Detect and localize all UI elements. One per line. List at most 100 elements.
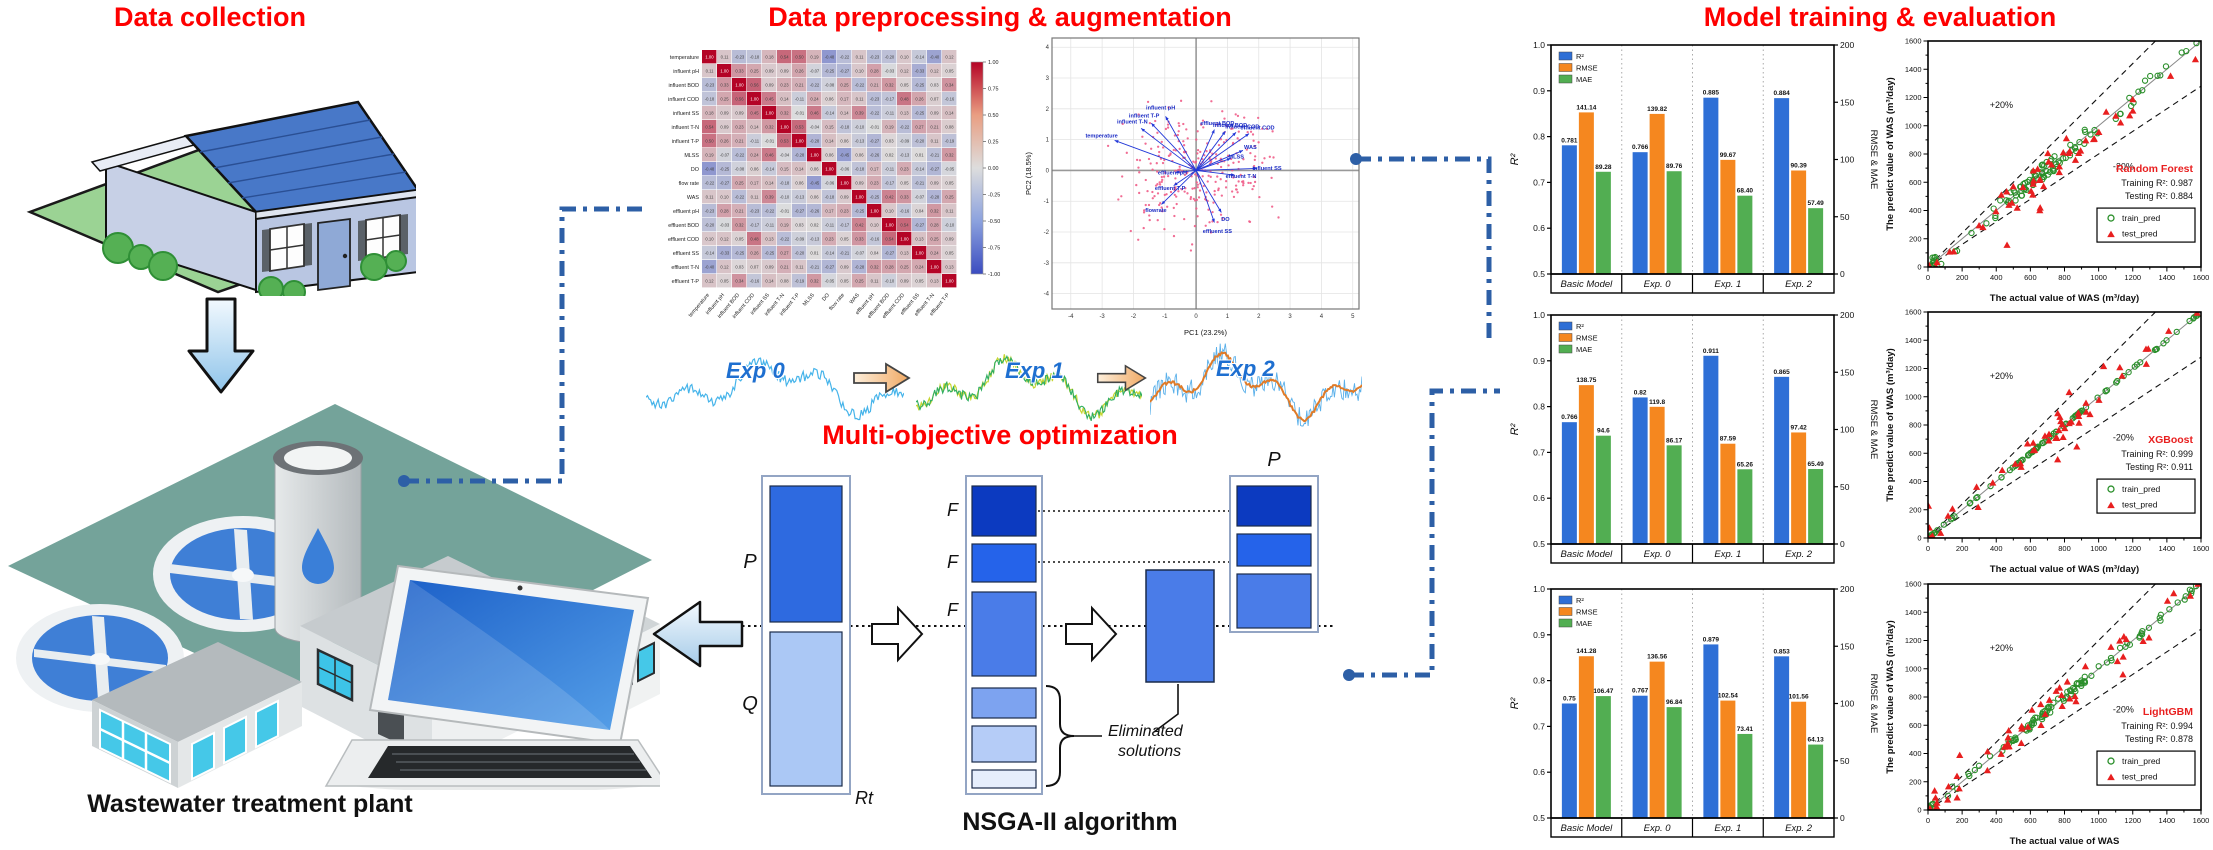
heatmap-cell <box>762 260 777 274</box>
heatmap-cell <box>822 120 837 134</box>
svg-text:-0.10: -0.10 <box>855 125 865 130</box>
svg-text:1400: 1400 <box>1905 336 1922 345</box>
scatter-xlabel: The actual value of WAS <box>2010 836 2120 847</box>
svg-text:0.05: 0.05 <box>945 251 954 256</box>
right-arrow-icon <box>1065 605 1118 663</box>
pca-points <box>1106 99 1280 252</box>
svg-text:-0.20: -0.20 <box>705 223 715 228</box>
bar-MAE <box>1808 744 1824 818</box>
svg-text:flowrate: flowrate <box>1145 208 1166 214</box>
svg-text:1.00: 1.00 <box>705 55 714 60</box>
svg-text:0.06: 0.06 <box>750 167 759 172</box>
heatmap-cell <box>807 232 822 246</box>
svg-text:800: 800 <box>2058 273 2071 282</box>
svg-text:1200: 1200 <box>1905 364 1922 373</box>
heatmap-cell <box>882 64 897 78</box>
heatmap-cell <box>747 204 762 218</box>
svg-text:96.84: 96.84 <box>1666 699 1683 706</box>
svg-text:0.03: 0.03 <box>930 83 939 88</box>
svg-text:0.34: 0.34 <box>735 279 744 284</box>
heatmap-cell <box>912 120 927 134</box>
svg-text:0.25: 0.25 <box>900 265 909 270</box>
heatmap-cell <box>762 120 777 134</box>
heatmap-row-label: effluent COD <box>668 237 699 243</box>
svg-text:1.00: 1.00 <box>765 111 774 116</box>
heatmap-cell <box>762 162 777 176</box>
svg-text:0.75: 0.75 <box>1563 696 1576 703</box>
svg-text:0.07: 0.07 <box>930 97 939 102</box>
heatmap-cell <box>807 106 822 120</box>
svg-text:-0.27: -0.27 <box>930 167 940 172</box>
svg-text:-0.10: -0.10 <box>885 279 895 284</box>
heatmap-row-label: effluent SS <box>673 251 700 257</box>
svg-text:400: 400 <box>1909 206 1922 215</box>
svg-text:0.15: 0.15 <box>780 167 789 172</box>
svg-text:97.42: 97.42 <box>1790 424 1807 431</box>
heatmap-cell <box>837 232 852 246</box>
svg-text:-0.03: -0.03 <box>720 223 730 228</box>
augment-arrow-icon <box>853 362 911 394</box>
heatmap-cell <box>837 260 852 274</box>
svg-text:-0.05: -0.05 <box>945 167 955 172</box>
nsga-diagram: P Q Rt F F F P Eliminated solutions <box>652 449 1335 808</box>
bar-MAE <box>1595 435 1611 544</box>
svg-text:-0.21: -0.21 <box>915 181 925 186</box>
svg-text:0.21: 0.21 <box>930 125 939 130</box>
svg-text:0.08: 0.08 <box>780 279 789 284</box>
heatmap-row-label: effluent T-P <box>672 279 700 285</box>
heatmap-cell <box>702 204 717 218</box>
svg-text:-0.04: -0.04 <box>810 125 820 130</box>
heatmap-cell <box>717 106 732 120</box>
heatmap-cell <box>927 260 942 274</box>
heatmap-cell <box>717 92 732 106</box>
svg-text:119.8: 119.8 <box>1649 399 1665 406</box>
svg-text:0.18: 0.18 <box>705 111 714 116</box>
heatmap-cell <box>927 134 942 148</box>
svg-text:WAS: WAS <box>1244 145 1257 151</box>
svg-text:150: 150 <box>1840 367 1854 377</box>
svg-text:1400: 1400 <box>2159 544 2176 553</box>
svg-text:0.09: 0.09 <box>900 279 909 284</box>
svg-text:0.885: 0.885 <box>1703 90 1720 97</box>
bar-R² <box>1703 355 1719 544</box>
svg-text:2: 2 <box>1046 107 1050 113</box>
svg-text:0.11: 0.11 <box>946 209 955 214</box>
svg-text:-0.11: -0.11 <box>795 97 805 102</box>
svg-text:0.5: 0.5 <box>1533 813 1545 823</box>
svg-text:0.56: 0.56 <box>750 83 759 88</box>
next-population-block <box>1236 533 1312 567</box>
svg-text:600: 600 <box>2024 544 2037 553</box>
svg-text:0.17: 0.17 <box>870 167 879 172</box>
svg-text:0.911: 0.911 <box>1703 348 1719 355</box>
heatmap-cell <box>822 106 837 120</box>
heatmap-cell <box>747 64 762 78</box>
heatmap-cell <box>912 78 927 92</box>
svg-text:1.00: 1.00 <box>930 265 939 270</box>
scatter-xlabel: The actual value of WAS (m³/day) <box>1990 564 2139 575</box>
bar-RMSE <box>1578 112 1594 274</box>
svg-text:0.17: 0.17 <box>825 209 834 214</box>
label-solutions: solutions <box>1118 743 1181 760</box>
svg-text:0.14: 0.14 <box>945 111 954 116</box>
heatmap-cell <box>792 232 807 246</box>
label-F: F <box>947 552 959 572</box>
heatmap-cell <box>792 134 807 148</box>
bar-ylabel-left: R² <box>1509 423 1521 435</box>
svg-text:86.17: 86.17 <box>1666 437 1683 444</box>
svg-text:-0.22: -0.22 <box>780 237 790 242</box>
label-P-next: P <box>1267 449 1281 471</box>
svg-text:1200: 1200 <box>1905 636 1922 645</box>
svg-text:-3: -3 <box>1044 261 1050 267</box>
svg-text:0.23: 0.23 <box>840 209 849 214</box>
heatmap-cell <box>807 148 822 162</box>
svg-text:0.781: 0.781 <box>1561 137 1578 144</box>
svg-text:0.04: 0.04 <box>915 209 924 214</box>
heatmap-cell <box>837 162 852 176</box>
svg-text:0.21: 0.21 <box>795 83 804 88</box>
svg-text:0.12: 0.12 <box>720 237 729 242</box>
svg-text:-0.28: -0.28 <box>930 195 940 200</box>
svg-text:effluent T-N: effluent T-N <box>1226 174 1257 180</box>
svg-text:0.25: 0.25 <box>750 69 759 74</box>
svg-text:0.19: 0.19 <box>885 125 894 130</box>
